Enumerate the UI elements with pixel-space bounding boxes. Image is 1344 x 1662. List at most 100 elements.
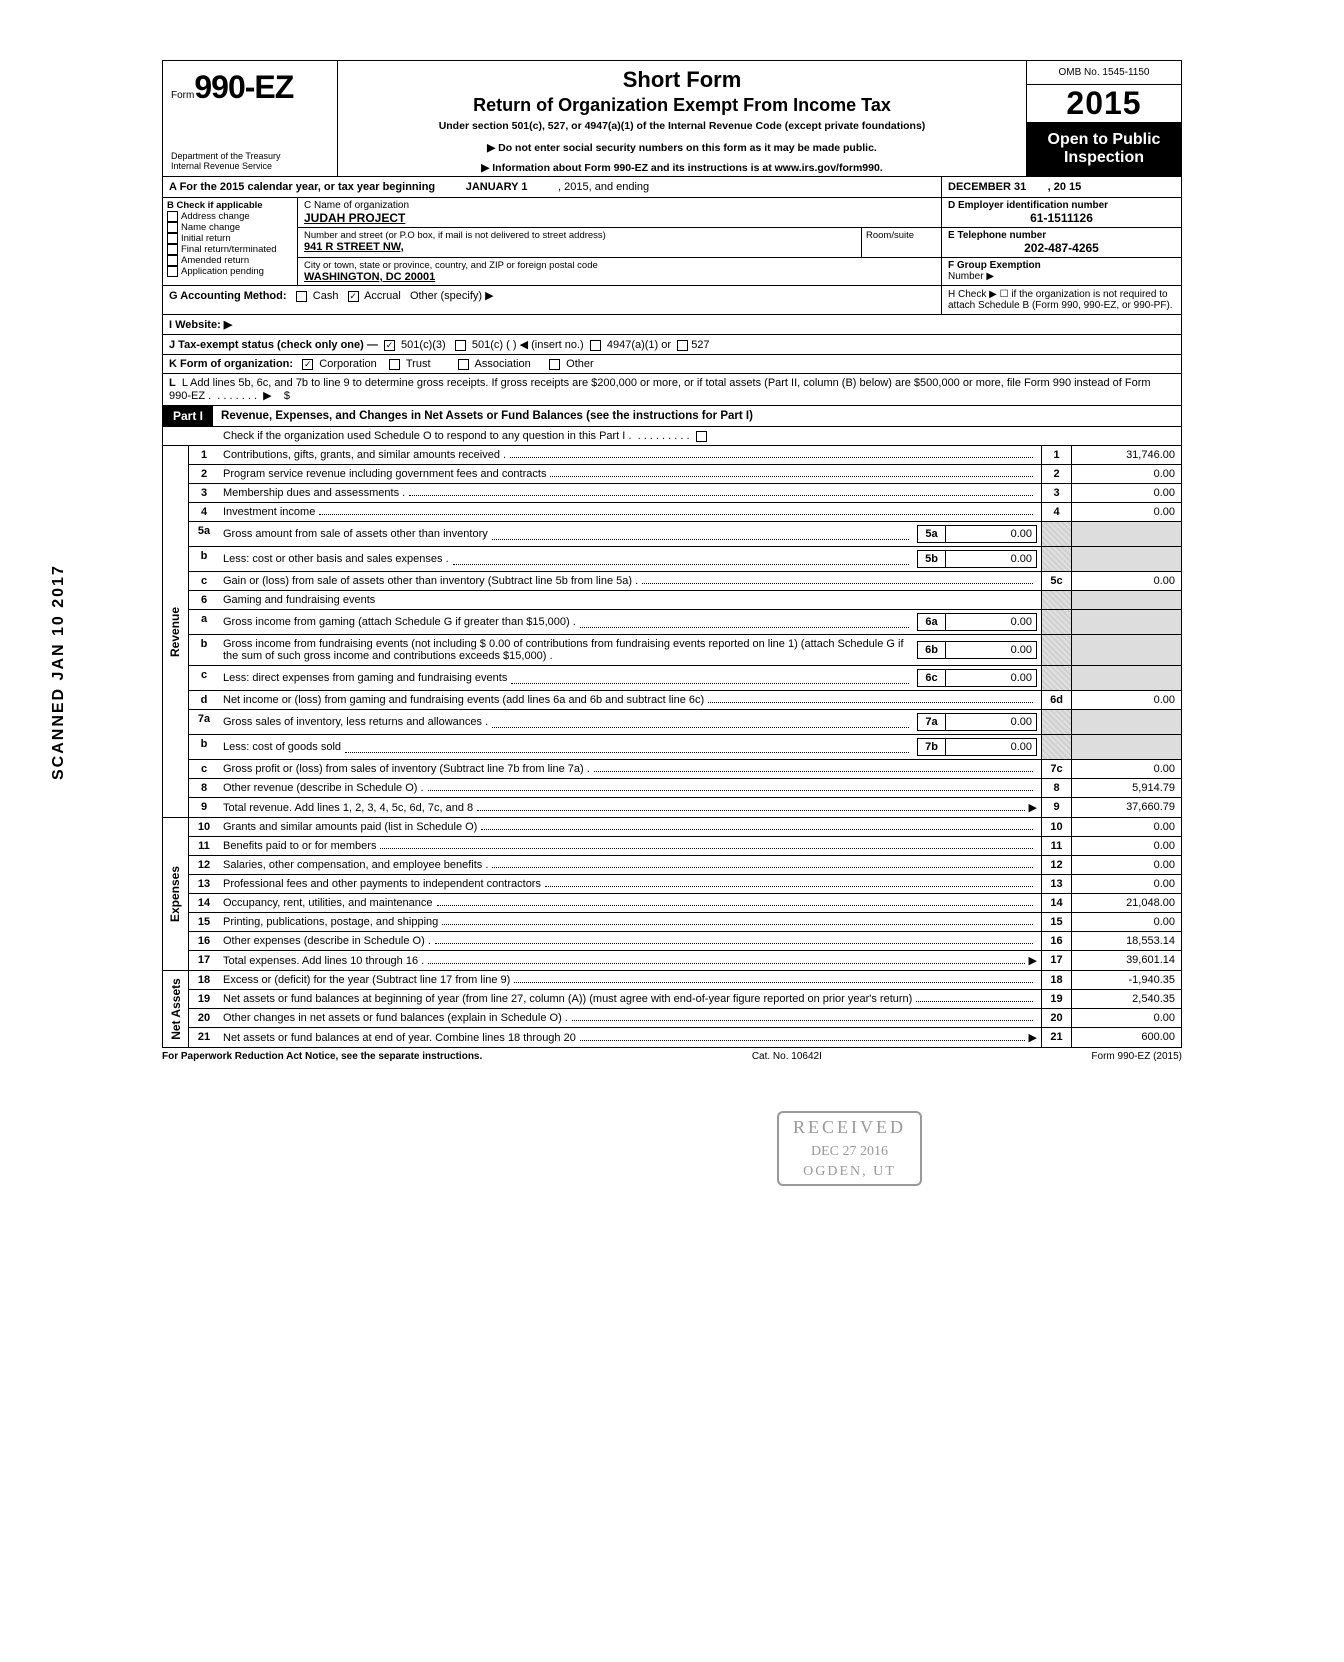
- line-num: 14: [189, 894, 219, 912]
- line-box: 17: [1041, 951, 1071, 970]
- inner-box-num: 6c: [918, 670, 946, 686]
- line-box: 9: [1041, 798, 1071, 817]
- inner-box-num: 5a: [918, 526, 946, 542]
- scanned-stamp: SCANNED JAN 10 2017: [50, 564, 68, 780]
- line-box: 19: [1041, 990, 1071, 1008]
- row-a: A For the 2015 calendar year, or tax yea…: [162, 177, 1182, 198]
- line-desc: Occupancy, rent, utilities, and maintena…: [219, 894, 1041, 912]
- line-21: 21Net assets or fund balances at end of …: [189, 1028, 1181, 1047]
- stamp-date: DEC 27 2016: [793, 1144, 906, 1160]
- chk-amended[interactable]: [167, 255, 178, 266]
- line-14: 14Occupancy, rent, utilities, and mainte…: [189, 894, 1181, 913]
- line-amt: 0.00: [1071, 503, 1181, 521]
- instr-ssn: ▶ Do not enter social security numbers o…: [344, 142, 1020, 154]
- line-b: bGross income from fundraising events (n…: [189, 635, 1181, 666]
- j-501c3: 501(c)(3): [401, 339, 446, 351]
- chk-corp[interactable]: ✓: [302, 359, 313, 370]
- line-c: cGross profit or (loss) from sales of in…: [189, 760, 1181, 779]
- row-i: I Website: ▶: [162, 315, 1182, 335]
- tax-year: 2015: [1027, 85, 1181, 122]
- footer: For Paperwork Reduction Act Notice, see …: [162, 1048, 1182, 1062]
- city-label: City or town, state or province, country…: [304, 260, 935, 271]
- chk-schedule-o[interactable]: [696, 431, 707, 442]
- line-desc: Other revenue (describe in Schedule O) .: [219, 779, 1041, 797]
- header-title: Short Form Return of Organization Exempt…: [338, 61, 1026, 176]
- g-other: Other (specify) ▶: [410, 290, 494, 302]
- inner-box-amt: 0.00: [946, 714, 1036, 730]
- row-k: K Form of organization: ✓ Corporation Tr…: [162, 355, 1182, 374]
- line-amt: 0.00: [1071, 913, 1181, 931]
- chk-final-return[interactable]: [167, 244, 178, 255]
- d-label: D Employer identification number: [948, 200, 1175, 211]
- line-num: 19: [189, 990, 219, 1008]
- chk-accrual[interactable]: ✓: [348, 291, 359, 302]
- chk-address-change[interactable]: [167, 211, 178, 222]
- line-7a: 7aGross sales of inventory, less returns…: [189, 710, 1181, 735]
- open-public: Open to Public Inspection: [1027, 122, 1181, 176]
- line-num: 8: [189, 779, 219, 797]
- header-left: Form 990-EZ Department of the Treasury I…: [163, 61, 338, 176]
- line-box: 8: [1041, 779, 1071, 797]
- c-label: C Name of organization: [304, 200, 935, 211]
- row-g-h: G Accounting Method: Cash ✓ Accrual Othe…: [162, 286, 1182, 315]
- row-a-text: A For the 2015 calendar year, or tax yea…: [169, 181, 435, 193]
- addr-label: Number and street (or P.O box, if mail i…: [304, 230, 855, 241]
- line-box: 2: [1041, 465, 1071, 483]
- line-num: 1: [189, 446, 219, 464]
- chk-other[interactable]: [549, 359, 560, 370]
- line-11: 11Benefits paid to or for members110.00: [189, 837, 1181, 856]
- line-desc: Less: direct expenses from gaming and fu…: [219, 666, 1041, 690]
- ein-value: 61-1511126: [948, 211, 1175, 225]
- line-amt: -1,940.35: [1071, 971, 1181, 989]
- line-num: 18: [189, 971, 219, 989]
- line-box: 18: [1041, 971, 1071, 989]
- stamp-location: OGDEN, UT: [793, 1164, 906, 1180]
- open1: Open to Public: [1029, 131, 1179, 149]
- addr-value: 941 R STREET NW,: [304, 241, 855, 253]
- line-18: 18Excess or (deficit) for the year (Subt…: [189, 971, 1181, 990]
- part1-label: Part I: [163, 406, 213, 426]
- chk-application-pending[interactable]: [167, 266, 178, 277]
- line-box: 14: [1041, 894, 1071, 912]
- b-item: Address change: [181, 211, 250, 222]
- chk-cash[interactable]: [296, 291, 307, 302]
- k-label: K Form of organization:: [169, 358, 293, 370]
- grey: [1071, 547, 1181, 571]
- line-num: d: [189, 691, 219, 709]
- inner-box-num: 7b: [918, 739, 946, 755]
- line-d: dNet income or (loss) from gaming and fu…: [189, 691, 1181, 710]
- h-check: H Check ▶ ☐ if the organization is not r…: [941, 286, 1181, 314]
- line-box: 12: [1041, 856, 1071, 874]
- line-10: 10Grants and similar amounts paid (list …: [189, 818, 1181, 837]
- i-website: I Website: ▶: [169, 319, 232, 331]
- chk-4947[interactable]: [590, 340, 601, 351]
- l-arrow: ▶: [263, 390, 271, 402]
- line-num: 15: [189, 913, 219, 931]
- chk-527[interactable]: [677, 340, 688, 351]
- col-c: C Name of organization JUDAH PROJECT D E…: [298, 198, 1181, 285]
- line-amt: 39,601.14: [1071, 951, 1181, 970]
- part1-title: Revenue, Expenses, and Changes in Net As…: [213, 407, 1181, 425]
- line-amt: 0.00: [1071, 484, 1181, 502]
- city-value: WASHINGTON, DC 20001: [304, 271, 935, 283]
- line-a: aGross income from gaming (attach Schedu…: [189, 610, 1181, 635]
- chk-trust[interactable]: [389, 359, 400, 370]
- chk-assoc[interactable]: [458, 359, 469, 370]
- line-desc: Other expenses (describe in Schedule O) …: [219, 932, 1041, 950]
- side-revenue: Revenue: [163, 446, 189, 817]
- chk-501c[interactable]: [455, 340, 466, 351]
- shaded: [1041, 710, 1071, 734]
- row-j: J Tax-exempt status (check only one) — ✓…: [162, 335, 1182, 355]
- inner-box-amt: 0.00: [946, 739, 1036, 755]
- line-box: 5c: [1041, 572, 1071, 590]
- line-desc: Salaries, other compensation, and employ…: [219, 856, 1041, 874]
- chk-initial-return[interactable]: [167, 233, 178, 244]
- org-name: JUDAH PROJECT: [304, 211, 935, 225]
- chk-501c3[interactable]: ✓: [384, 340, 395, 351]
- line-box: 20: [1041, 1009, 1071, 1027]
- line-c: cLess: direct expenses from gaming and f…: [189, 666, 1181, 691]
- line-num: 10: [189, 818, 219, 836]
- chk-name-change[interactable]: [167, 222, 178, 233]
- grey: [1071, 666, 1181, 690]
- expenses-section: Expenses 10Grants and similar amounts pa…: [162, 818, 1182, 971]
